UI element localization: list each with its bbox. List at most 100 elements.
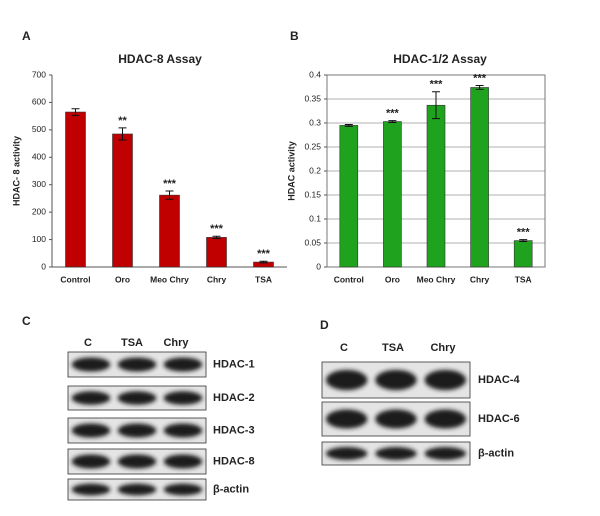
lane-label: TSA: [382, 342, 404, 354]
panel-label: A: [22, 29, 31, 43]
y-tick-label: 0: [41, 261, 46, 271]
bar: [513, 240, 533, 268]
x-tick-label: TSA: [255, 274, 272, 284]
row-label: β-actin: [213, 483, 249, 495]
bar: [159, 194, 180, 268]
band: [325, 369, 368, 391]
x-tick-label: Oro: [385, 274, 400, 284]
bar: [426, 104, 446, 268]
band: [424, 447, 467, 460]
row-label: HDAC-1: [213, 358, 255, 370]
row-label: HDAC-8: [213, 455, 255, 467]
error-bar: [475, 85, 484, 90]
y-tick-label: 0: [316, 261, 321, 271]
lane-label: C: [84, 337, 92, 349]
bar: [470, 87, 489, 268]
band: [325, 409, 368, 429]
y-tick-label: 200: [32, 206, 46, 216]
y-tick-label: 0.3: [309, 117, 321, 127]
error-bar: [388, 120, 397, 124]
error-bar: [259, 260, 268, 264]
y-tick-label: 0.2: [309, 165, 321, 175]
error-bar: [212, 235, 221, 239]
y-tick-label: 0.25: [304, 141, 321, 151]
y-tick-label: 0.35: [304, 93, 321, 103]
y-axis-label: HDAC- 8 activity: [11, 136, 21, 206]
band: [163, 454, 203, 469]
x-tick-label: Meo Chry: [150, 274, 189, 284]
band: [375, 409, 417, 429]
bar: [383, 121, 402, 268]
y-tick-label: 0.05: [304, 237, 321, 247]
band: [163, 391, 203, 405]
significance-label: **: [118, 115, 127, 127]
lane-label: Chry: [163, 337, 189, 349]
lane-label: C: [340, 342, 348, 354]
row-label: HDAC-3: [213, 424, 255, 436]
row-label: HDAC-6: [478, 413, 520, 425]
y-tick-label: 100: [32, 234, 46, 244]
band: [117, 483, 157, 496]
band: [375, 369, 417, 391]
band: [325, 447, 368, 460]
significance-label: ***: [473, 72, 487, 84]
significance-label: ***: [210, 223, 224, 235]
row-label: HDAC-2: [213, 392, 255, 404]
band: [71, 423, 111, 438]
y-tick-label: 700: [32, 69, 46, 79]
band: [117, 454, 157, 469]
bar: [112, 133, 133, 268]
panel-label: C: [22, 314, 31, 328]
band: [71, 357, 111, 372]
x-tick-label: Chry: [470, 274, 490, 284]
band: [163, 423, 203, 438]
y-tick-label: 600: [32, 97, 46, 107]
significance-label: ***: [430, 79, 444, 91]
x-tick-label: Oro: [115, 274, 130, 284]
y-tick-label: 400: [32, 152, 46, 162]
band: [71, 454, 111, 469]
band: [117, 391, 157, 405]
lane-label: TSA: [121, 337, 143, 349]
bar: [339, 125, 359, 268]
band: [117, 423, 157, 438]
error-bar: [118, 127, 127, 141]
x-tick-label: Chry: [207, 274, 227, 284]
y-tick-label: 0.1: [309, 213, 321, 223]
band: [424, 409, 467, 429]
panel-label: B: [290, 29, 299, 43]
band: [71, 391, 111, 405]
lane-label: Chry: [430, 342, 456, 354]
row-label: HDAC-4: [478, 374, 520, 386]
significance-label: ***: [386, 108, 400, 120]
significance-label: ***: [517, 227, 531, 239]
x-tick-label: Control: [334, 274, 364, 284]
band: [375, 447, 417, 460]
bar: [65, 111, 86, 268]
y-tick-label: 0.4: [309, 69, 321, 79]
error-bar: [519, 239, 528, 243]
significance-label: ***: [257, 248, 271, 260]
error-bar: [71, 108, 80, 116]
x-tick-label: Control: [60, 274, 90, 284]
x-tick-label: Meo Chry: [417, 274, 456, 284]
y-tick-label: 300: [32, 179, 46, 189]
band: [117, 357, 157, 372]
error-bar: [432, 91, 440, 120]
band: [71, 483, 111, 496]
y-tick-label: 500: [32, 124, 46, 134]
band: [163, 483, 203, 496]
x-tick-label: TSA: [515, 274, 532, 284]
bar: [206, 237, 227, 268]
error-bar: [344, 123, 353, 127]
band: [424, 369, 467, 391]
panel-label: D: [320, 318, 329, 332]
error-bar: [165, 190, 174, 200]
chart-title: HDAC-1/2 Assay: [393, 52, 487, 66]
y-axis-label: HDAC activity: [286, 141, 296, 201]
band: [163, 357, 203, 372]
chart-title: HDAC-8 Assay: [118, 52, 202, 66]
row-label: β-actin: [478, 447, 514, 459]
y-tick-label: 0.15: [304, 189, 321, 199]
